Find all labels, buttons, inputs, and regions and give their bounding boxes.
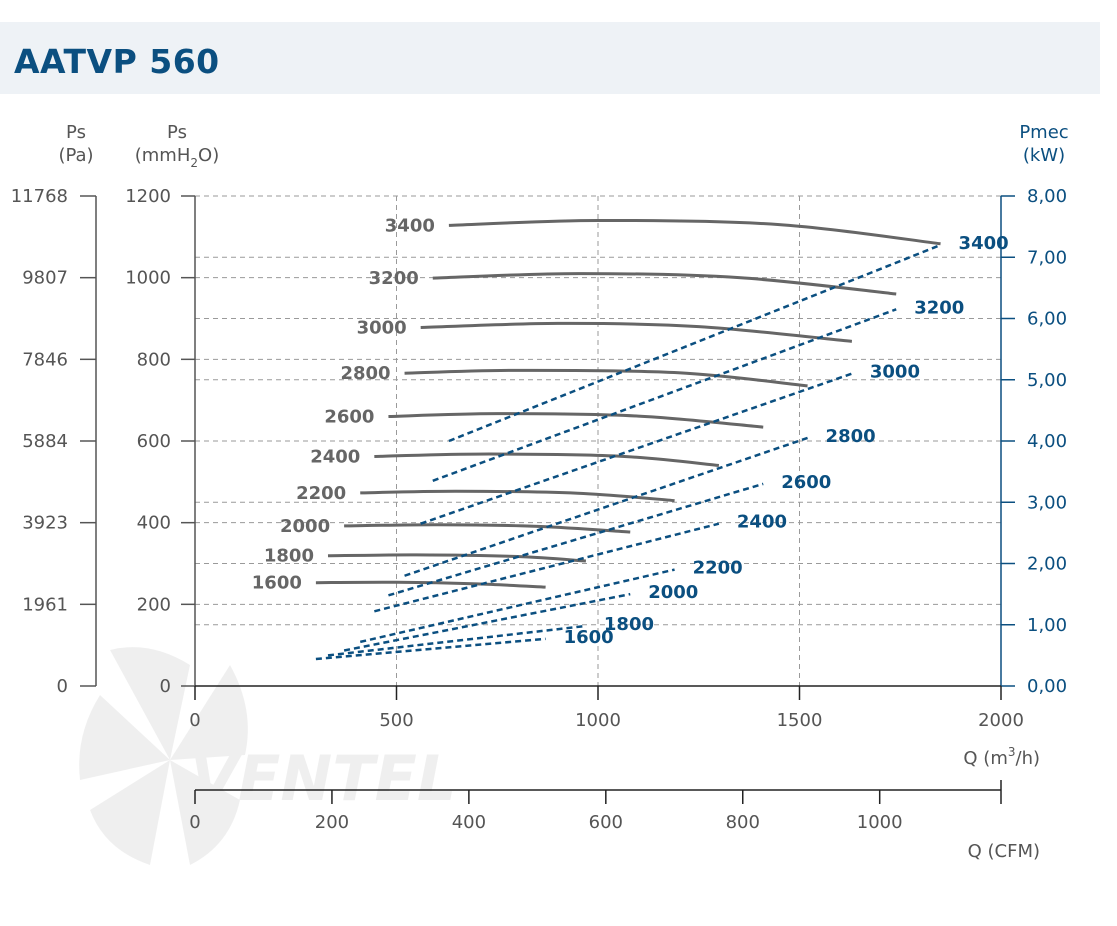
- svg-text:VENTEL: VENTEL: [190, 742, 456, 815]
- y-title-pa-line2: (Pa): [58, 145, 93, 166]
- y-title-kw-line1: Pmec: [1019, 122, 1068, 143]
- y-tick-kw: 5,00: [1027, 370, 1067, 391]
- x2-tick-cfm: 600: [589, 812, 623, 833]
- axis-labels: 0 200 400 600 800 1000 1200 0 1961 3923 5884 7846 98…: [11, 122, 1069, 862]
- y-tick-kw: 8,00: [1027, 186, 1067, 207]
- power-line-label: 1800: [604, 614, 654, 635]
- y-tick-mmh2o: 1200: [125, 186, 171, 207]
- y-tick-mmh2o: 600: [137, 431, 171, 452]
- power-line-1800: [327, 624, 587, 657]
- y-title-pa-line1: Ps: [66, 122, 86, 143]
- x-tick-m3h: 1000: [575, 710, 621, 731]
- pressure-curve-label: 2400: [310, 447, 360, 468]
- title-bar: AATVP 560: [0, 22, 1100, 94]
- y-tick-mmh2o: 0: [160, 676, 171, 697]
- x2-tick-cfm: 1000: [857, 812, 903, 833]
- x-tick-m3h: 2000: [978, 710, 1024, 731]
- power-line-3400: [448, 243, 942, 443]
- pressure-curve-1600: [315, 580, 546, 589]
- power-line-3200: [432, 308, 897, 482]
- y-tick-pa: 9807: [22, 268, 68, 289]
- y-tick-kw: 3,00: [1027, 492, 1067, 513]
- grid-lines: [195, 195, 1001, 686]
- pressure-curve-label: 3400: [385, 215, 435, 236]
- y-tick-kw: 7,00: [1027, 247, 1067, 268]
- pressure-curve-label: 1800: [264, 546, 314, 567]
- y-tick-mmh2o: 800: [137, 349, 171, 370]
- power-line-2000: [343, 592, 631, 652]
- power-line-label: 3400: [959, 233, 1009, 254]
- power-line-label: 2200: [693, 558, 743, 579]
- y-title-mmh2o-line1: Ps: [167, 122, 187, 143]
- x-tick-m3h: 1500: [777, 710, 823, 731]
- power-line-label: 2800: [826, 426, 876, 447]
- x2-tick-cfm: 400: [452, 812, 486, 833]
- y-tick-pa: 3923: [22, 513, 68, 534]
- x-tick-m3h: 0: [189, 710, 200, 731]
- power-line-2800: [404, 436, 808, 577]
- pressure-curve-label: 2800: [340, 363, 390, 384]
- y-tick-kw: 6,00: [1027, 309, 1067, 330]
- power-line-2200: [359, 568, 675, 644]
- pressure-curve-label: 2600: [324, 407, 374, 428]
- pressure-curve-2800: [404, 368, 808, 388]
- x-axis-title-m3h: Q (m3/h): [963, 745, 1040, 769]
- power-line-3000: [420, 372, 853, 525]
- pressure-curve-3400: [448, 218, 941, 246]
- power-line-2600: [388, 482, 764, 597]
- y-title-mmh2o-line2: (mmH2O): [135, 145, 219, 170]
- y-tick-pa: 7846: [22, 349, 68, 370]
- power-line-1600: [315, 637, 546, 661]
- x-tick-m3h: 500: [379, 710, 413, 731]
- pressure-curve-label: 1600: [252, 573, 302, 594]
- y-tick-kw: 4,00: [1027, 431, 1067, 452]
- chart-title: AATVP 560: [14, 42, 220, 81]
- power-line-label: 2000: [648, 582, 698, 603]
- pressure-curve-label: 2200: [296, 483, 346, 504]
- y-tick-kw: 2,00: [1027, 554, 1067, 575]
- power-line-label: 3200: [914, 297, 964, 318]
- power-line-label: 3000: [870, 362, 920, 383]
- y-tick-mmh2o: 200: [137, 594, 171, 615]
- y-tick-pa: 1961: [22, 594, 68, 615]
- x2-tick-cfm: 200: [315, 812, 349, 833]
- pressure-curves: 1600 1800 2000 2200 2400 2600 2800 3000 3200 3400: [252, 215, 941, 594]
- pressure-curve-2000: [344, 523, 631, 534]
- x2-tick-cfm: 0: [189, 812, 200, 833]
- y-title-kw-line2: (kW): [1023, 145, 1065, 166]
- power-line-label: 1600: [564, 627, 614, 648]
- x-axis-title-cfm: Q (CFM): [968, 841, 1040, 862]
- pressure-curve-3200: [432, 272, 897, 296]
- pressure-curve-label: 3000: [357, 317, 407, 338]
- pressure-curve-3000: [420, 321, 853, 343]
- y-tick-mmh2o: 1000: [125, 268, 171, 289]
- y-tick-pa: 11768: [11, 186, 68, 207]
- y-tick-pa: 5884: [22, 431, 68, 452]
- x2-tick-cfm: 800: [726, 812, 760, 833]
- y-tick-kw: 0,00: [1027, 676, 1067, 697]
- y-tick-mmh2o: 400: [137, 513, 171, 534]
- pressure-curve-label: 3200: [369, 268, 419, 289]
- y-tick-pa: 0: [57, 676, 68, 697]
- pressure-curve-label: 2000: [280, 516, 330, 537]
- power-line-label: 2400: [737, 512, 787, 533]
- watermark-fan-logo: VENTEL: [79, 647, 456, 865]
- pressure-curve-2600: [388, 412, 764, 429]
- y-tick-kw: 1,00: [1027, 615, 1067, 636]
- axes: [80, 195, 1015, 804]
- pressure-curve-2400: [374, 452, 720, 467]
- power-line-label: 2600: [781, 472, 831, 493]
